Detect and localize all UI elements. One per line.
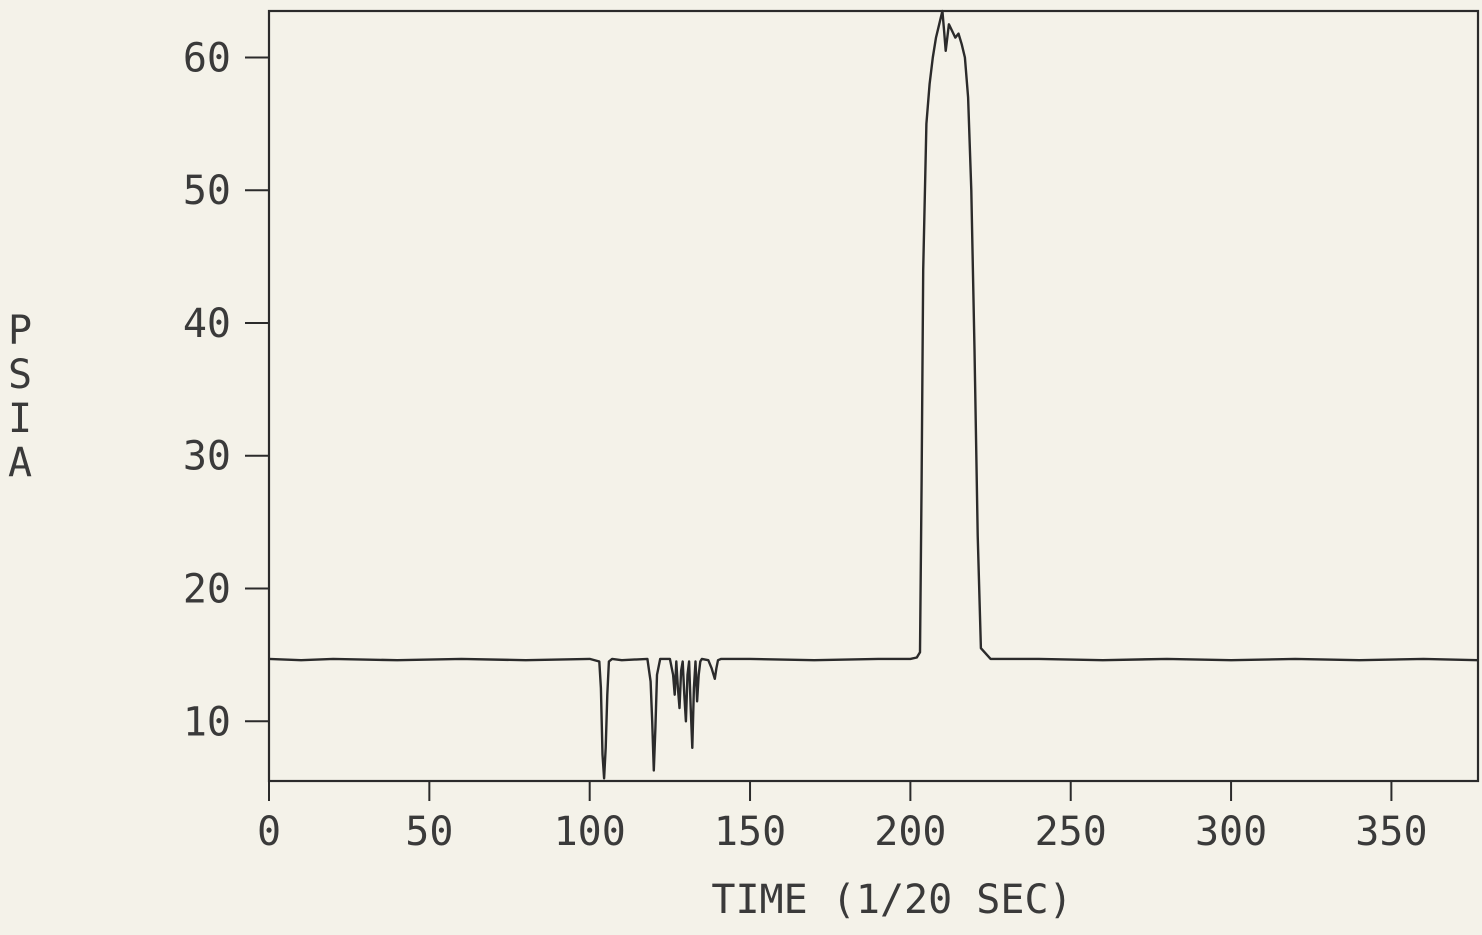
x-axis-title: TIME (1/20 SEC) — [711, 877, 1072, 923]
y-axis-title-letter: S — [8, 352, 32, 398]
y-tick-label: 50 — [183, 168, 231, 214]
x-tick-label: 0 — [257, 809, 281, 855]
x-tick-label: 50 — [405, 809, 453, 855]
x-tick-label: 200 — [874, 809, 946, 855]
x-tick-label: 100 — [554, 809, 626, 855]
y-axis-title-letter: A — [8, 440, 32, 486]
x-tick-label: 350 — [1355, 809, 1427, 855]
x-tick-label: 250 — [1035, 809, 1107, 855]
pressure-series-line — [268, 9, 1479, 780]
y-tick-label: 40 — [183, 301, 231, 347]
y-tick-label: 10 — [183, 699, 231, 745]
x-tick-label: 150 — [714, 809, 786, 855]
y-axis-title-letter: P — [8, 308, 32, 354]
y-tick-label: 30 — [183, 434, 231, 480]
plot-area — [268, 9, 1479, 780]
plot-frame — [267, 9, 1480, 783]
x-tick-label: 300 — [1195, 809, 1267, 855]
y-axis-title-letter: I — [8, 396, 32, 442]
y-tick-label: 20 — [183, 567, 231, 613]
y-tick-label: 60 — [183, 35, 231, 81]
axes: 10 20 30 40 50 60 0 50 100 150 200 250 300 350 — [183, 9, 1480, 855]
